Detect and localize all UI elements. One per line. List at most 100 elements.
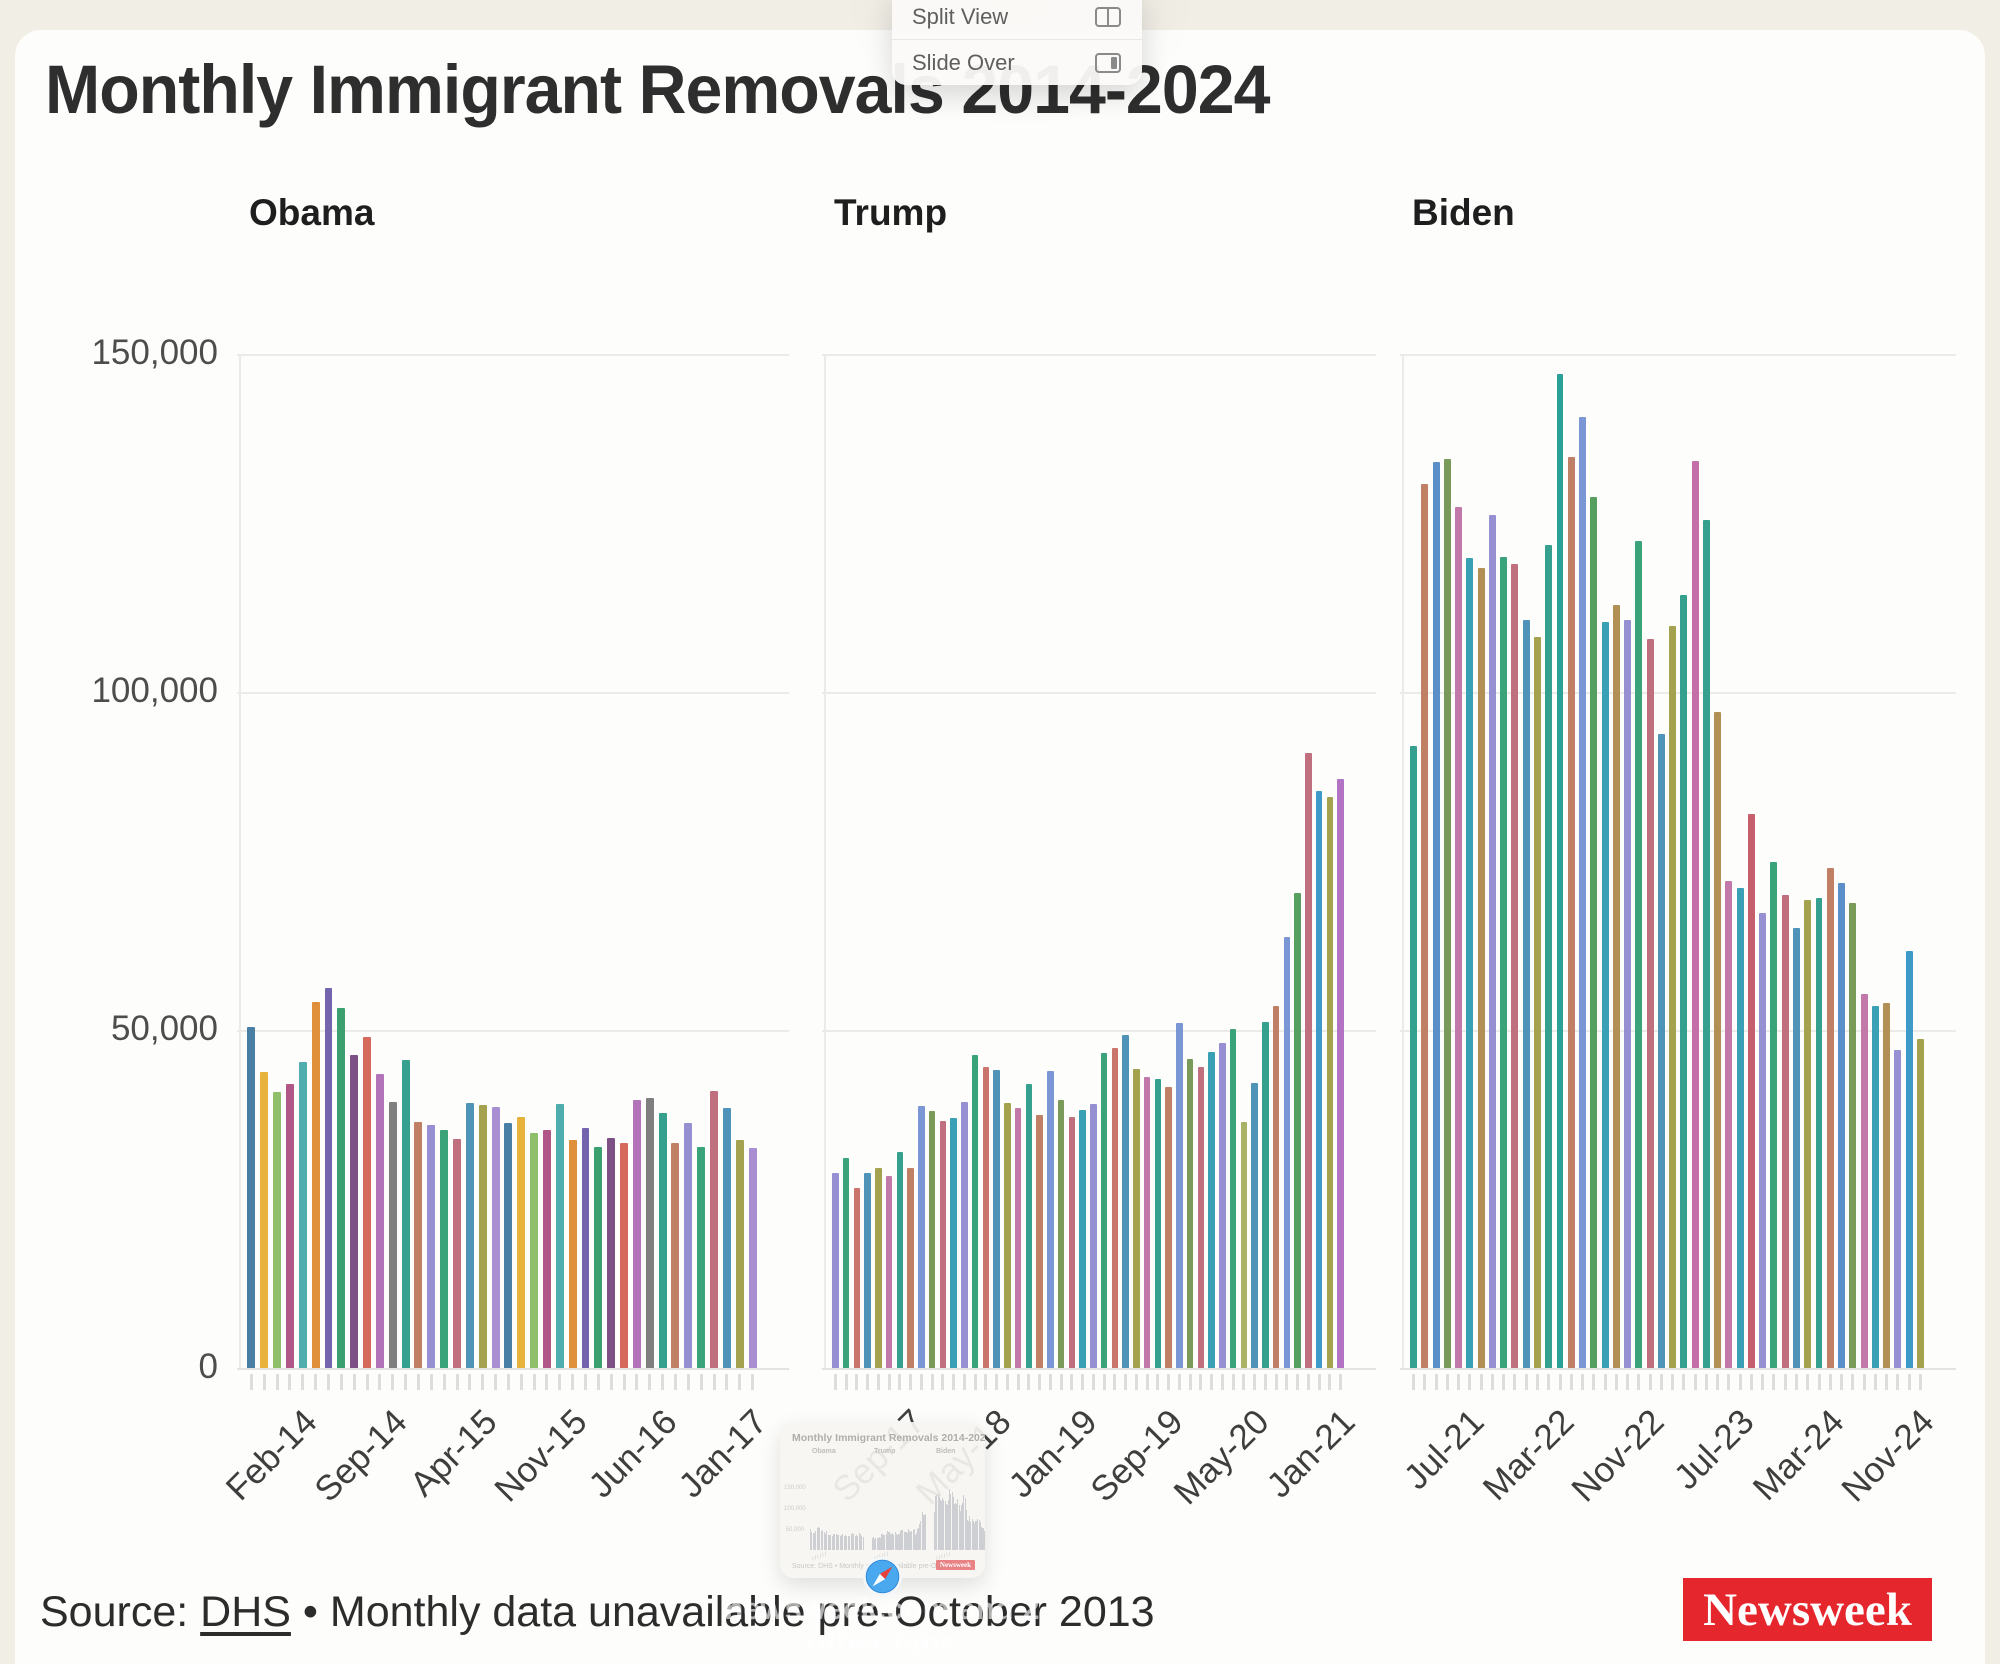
bar [1545,544,1553,1368]
x-axis-tick [1434,1374,1438,1390]
mini-bar [896,1534,898,1550]
x-axis-tick [1285,1374,1289,1390]
x-axis-tick [1862,1374,1866,1390]
mini-bar [830,1535,832,1550]
mini-y-label: 100,000 [784,1506,806,1512]
bar [645,1097,654,1368]
bar [1133,1068,1140,1368]
mini-bar [885,1533,887,1550]
mini-bar [953,1504,955,1550]
x-axis-tick [1242,1374,1246,1390]
bar [1014,1108,1022,1368]
tab-preview-caption-line1: newsweek.com and 2 [724,1591,1040,1626]
x-axis-tick [1592,1374,1596,1390]
bar [1725,880,1733,1368]
slide-over-menu-item[interactable]: Slide Over [892,39,1142,85]
bar [388,1101,397,1368]
y-axis-label: 0 [198,1347,218,1386]
bar [1635,540,1643,1368]
bar [1702,520,1710,1368]
bar [710,1090,718,1368]
bar [971,1055,979,1368]
bar [1100,1052,1108,1368]
x-axis-tick [866,1374,870,1390]
x-axis-tick [1048,1374,1052,1390]
bar [1272,1005,1280,1368]
x-axis-tick [519,1374,523,1390]
mini-bar [972,1521,974,1550]
x-axis-tick [1637,1374,1641,1390]
bar [1197,1067,1205,1368]
x-axis-tick [1873,1374,1877,1390]
bar [491,1107,500,1368]
gridline [822,692,1376,694]
bar [864,1172,871,1368]
mini-panel-header: Obama [812,1448,836,1455]
mini-bar [979,1521,981,1550]
safari-tab-preview[interactable]: Monthly Immigrant Removals 2014-2024 Sou… [780,1422,985,1578]
mini-bar [881,1533,882,1550]
x-axis-tick [1328,1374,1332,1390]
x-axis-tick [1188,1374,1192,1390]
mini-bar [915,1532,917,1550]
x-axis-tick [1167,1374,1171,1390]
bar [1601,622,1609,1368]
gridline [1400,692,1956,694]
x-axis-tick [1918,1374,1922,1390]
x-axis-tick [1156,1374,1160,1390]
mini-bar [811,1531,813,1550]
x-axis-tick [1603,1374,1607,1390]
source-dhs-link[interactable]: DHS [200,1588,291,1636]
tab-preview-thumbnail: Monthly Immigrant Removals 2014-2024 Sou… [780,1422,985,1578]
bar [1219,1042,1226,1368]
mini-bar [886,1530,888,1550]
x-axis-tick [1059,1374,1063,1390]
bar [1421,483,1429,1368]
x-axis-tick [262,1374,266,1390]
mini-bar [942,1497,943,1550]
x-axis-tick [1423,1374,1427,1390]
x-axis-tick [635,1374,639,1390]
mini-bar [861,1536,863,1550]
bar [1624,620,1632,1368]
bar [950,1117,957,1368]
mini-bar [912,1530,914,1550]
mini-bar [976,1521,978,1550]
bar [1770,862,1778,1368]
mini-bar [948,1499,949,1550]
mini-bar [890,1533,891,1550]
panel-obama [237,354,789,1390]
mini-panel-header: Biden [936,1448,956,1455]
mini-bar [847,1535,849,1550]
x-axis-tick [962,1374,966,1390]
bar [1025,1084,1033,1368]
x-axis-tick [339,1374,343,1390]
x-axis-tick [352,1374,356,1390]
x-axis-tick [1502,1374,1506,1390]
x-axis-tick [1581,1374,1585,1390]
x-axis-tick [751,1374,755,1390]
mini-bar [849,1536,850,1550]
mini-bar [901,1530,903,1550]
y-axis-label: 50,000 [110,1009,218,1048]
mini-bar [971,1519,973,1550]
x-axis-tick [1479,1374,1483,1390]
mini-bar [975,1521,976,1550]
bar [896,1151,904,1368]
mini-bar [835,1534,837,1550]
bar [1556,374,1564,1368]
x-axis-tick [984,1374,988,1390]
x-axis-tick [661,1374,665,1390]
mini-bar [945,1504,947,1550]
x-axis-tick [919,1374,923,1390]
mini-x-labels: ////// [811,1551,829,1563]
mini-bar [923,1515,925,1550]
split-view-menu-item[interactable]: Split View [892,0,1142,39]
newsweek-logo[interactable]: Newsweek [1683,1578,1932,1641]
mini-bar [973,1523,975,1550]
gridline [237,692,789,694]
panel-axis-line [1402,354,1404,1368]
bar [1488,514,1496,1368]
bar [1849,902,1857,1368]
bar [620,1142,629,1368]
